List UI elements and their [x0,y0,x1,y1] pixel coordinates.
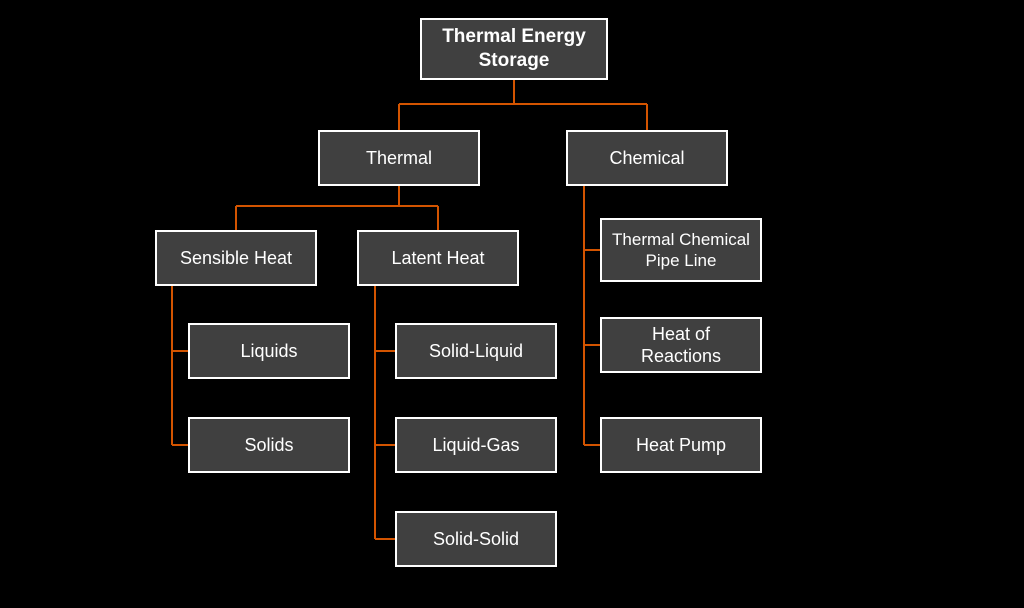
tree-node-liquids: Liquids [188,323,350,379]
tree-node-heat_pump: Heat Pump [600,417,762,473]
tree-node-tcpl: Thermal Chemical Pipe Line [600,218,762,282]
tree-node-label: Heat Pump [636,434,726,457]
tree-node-heat_reactions: Heat of Reactions [600,317,762,373]
tree-node-chemical: Chemical [566,130,728,186]
tree-node-thermal: Thermal [318,130,480,186]
tree-node-label: Thermal Chemical Pipe Line [612,229,750,272]
tree-node-label: Heat of Reactions [612,323,750,368]
tree-node-label: Liquids [240,340,297,363]
tree-node-sensible: Sensible Heat [155,230,317,286]
tree-node-label: Solid-Liquid [429,340,523,363]
tree-node-label: Solids [244,434,293,457]
tree-node-solid_liquid: Solid-Liquid [395,323,557,379]
tree-node-label: Sensible Heat [180,247,292,270]
tree-node-label: Thermal Energy Storage [432,25,596,73]
tree-node-solid_solid: Solid-Solid [395,511,557,567]
tree-node-label: Chemical [609,147,684,170]
tree-node-label: Latent Heat [391,247,484,270]
tree-node-liquid_gas: Liquid-Gas [395,417,557,473]
tree-node-root: Thermal Energy Storage [420,18,608,80]
tree-node-latent: Latent Heat [357,230,519,286]
tree-diagram: Thermal Energy Storage Thermal Chemical Sen… [0,0,1024,608]
tree-node-label: Thermal [366,147,432,170]
tree-node-solids: Solids [188,417,350,473]
tree-node-label: Solid-Solid [433,528,519,551]
tree-node-label: Liquid-Gas [432,434,519,457]
